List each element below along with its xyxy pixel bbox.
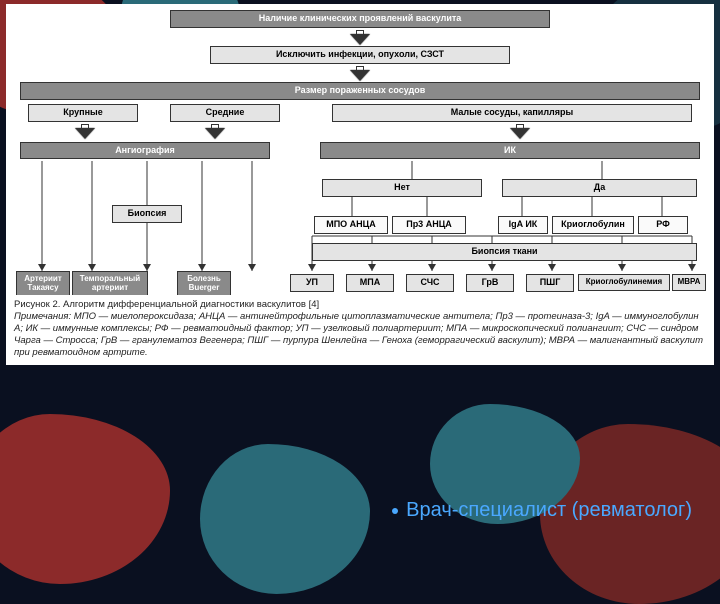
node-small: Малые сосуды, капилляры: [332, 104, 692, 122]
node-pshg: ПШГ: [526, 274, 574, 292]
node-mpo: МПО АНЦА: [314, 216, 388, 234]
node-mpa: МПА: [346, 274, 394, 292]
figure-caption: Рисунок 2. Алгоритм дифференциальной диа…: [6, 295, 714, 364]
node-grv: ГрВ: [466, 274, 514, 292]
node-biopsy: Биопсия: [112, 205, 182, 223]
node-schs: СЧС: [406, 274, 454, 292]
node-iga: IgA ИК: [498, 216, 548, 234]
node-no: Нет: [322, 179, 482, 197]
bullet-icon: [392, 508, 398, 514]
node-pr3: Пр3 АНЦА: [392, 216, 466, 234]
node-yes: Да: [502, 179, 697, 197]
node-clinical: Наличие клинических проявлений васкулита: [170, 10, 550, 28]
caption-notes: Примечания: МПО — миелопероксидаза; АНЦА…: [14, 311, 706, 359]
node-buerger: Болезнь Buerger: [177, 271, 231, 297]
node-medium: Средние: [170, 104, 280, 122]
node-ik: ИК: [320, 142, 700, 160]
node-rf: РФ: [638, 216, 688, 234]
node-cryo: Криоглобулин: [552, 216, 634, 234]
node-large: Крупные: [28, 104, 138, 122]
node-tissue-biopsy: Биопсия ткани: [312, 243, 697, 261]
flowchart-container: Наличие клинических проявлений васкулита…: [6, 4, 714, 295]
node-exclude: Исключить инфекции, опухоли, СЗСТ: [210, 46, 510, 64]
node-angiography: Ангиография: [20, 142, 270, 160]
footer-specialist: Врач-специалист (ревматолог): [392, 499, 692, 522]
node-cryoglob: Криоглобулинемия: [578, 274, 670, 291]
node-takayasu: Артериит Такаясу: [16, 271, 70, 297]
footer-label: Врач-специалист (ревматолог): [406, 499, 692, 521]
node-vessel-size: Размер пораженных сосудов: [20, 82, 700, 100]
caption-title: Рисунок 2. Алгоритм дифференциальной диа…: [14, 299, 706, 311]
node-up: УП: [290, 274, 334, 292]
node-mvra: МВРА: [672, 274, 706, 291]
node-temporal: Темпоральный артериит: [72, 271, 148, 297]
